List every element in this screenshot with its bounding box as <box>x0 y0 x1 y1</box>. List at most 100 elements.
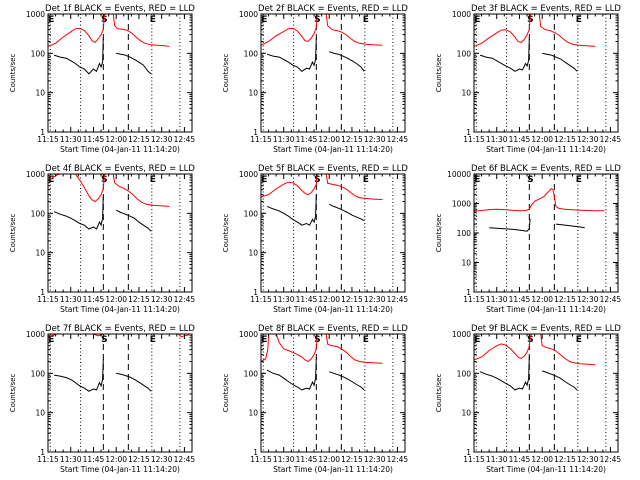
y-axis-label: Counts/sec <box>435 54 443 93</box>
marker-label: E <box>474 175 480 185</box>
x-tick-label: 12:00 <box>531 135 553 144</box>
series-group <box>474 187 605 232</box>
x-tick-label: 11:30 <box>273 295 295 304</box>
y-tick-label: 10 <box>248 249 258 258</box>
marker-label: S <box>101 335 107 345</box>
x-tick-label: 12:30 <box>577 135 599 144</box>
x-axis-label: Start Time (04-Jan-11 11:14:20) <box>60 145 180 154</box>
marker-label: E <box>48 15 54 25</box>
marker-label: E <box>261 175 267 185</box>
series-events-line <box>53 37 104 75</box>
y-tick-label: 10 <box>461 89 471 98</box>
series-events-line <box>116 372 152 392</box>
marker-label: E <box>576 335 582 345</box>
x-tick-label: 12:00 <box>531 295 553 304</box>
chart-title: Det 6f BLACK = Events, RED = LLD <box>471 164 621 174</box>
x-tick-label: 11:30 <box>486 295 508 304</box>
plot-frame <box>260 333 406 453</box>
y-tick-label: 1000 <box>452 330 471 339</box>
marker-label: E <box>474 335 480 345</box>
x-tick-label: 11:45 <box>296 135 318 144</box>
marker-label: S <box>314 175 320 185</box>
y-tick-label: 1000 <box>452 10 471 19</box>
x-tick-label: 12:00 <box>318 295 340 304</box>
y-tick-label: 1000 <box>239 330 258 339</box>
x-axis-label: Start Time (04-Jan-11 11:14:20) <box>273 305 393 314</box>
series-lld-line <box>538 14 596 47</box>
x-tick-label: 12:15 <box>554 455 576 464</box>
x-tick-label: 11:45 <box>83 135 105 144</box>
marker-label: E <box>48 335 54 345</box>
x-axis-label: Start Time (04-Jan-11 11:14:20) <box>486 145 606 154</box>
series-events-line <box>479 38 530 72</box>
series-events-line <box>54 359 104 392</box>
y-tick-label: 1000 <box>239 170 258 179</box>
x-tick-label: 11:45 <box>296 295 318 304</box>
x-tick-label: 11:15 <box>463 295 485 304</box>
y-tick-label: 1000 <box>26 10 45 19</box>
x-tick-label: 12:15 <box>554 135 576 144</box>
y-tick-label: 100 <box>31 369 46 378</box>
y-tick-label: 100 <box>457 229 472 238</box>
x-tick-label: 12:15 <box>341 455 363 464</box>
series-lld-line <box>112 14 170 47</box>
series-lld-line <box>474 187 605 212</box>
chart-title: Det 3f BLACK = Events, RED = LLD <box>471 4 621 14</box>
y-axis-label: Counts/sec <box>9 374 17 413</box>
y-tick-label: 1 <box>466 288 471 297</box>
marker-label: E <box>150 15 156 25</box>
x-tick-label: 11:30 <box>60 455 82 464</box>
plot-frame <box>473 333 619 453</box>
x-tick-label: 12:45 <box>600 455 622 464</box>
chart-title: Det 1f BLACK = Events, RED = LLD <box>45 4 195 14</box>
x-tick-label: 11:30 <box>60 295 82 304</box>
series-group <box>261 14 383 72</box>
x-tick-label: 12:30 <box>577 455 599 464</box>
y-tick-label: 100 <box>31 49 46 58</box>
x-tick-label: 12:45 <box>174 135 196 144</box>
plot-frame <box>47 173 193 293</box>
marker-label: S <box>527 175 533 185</box>
marker-label: E <box>363 175 369 185</box>
series-lld-line <box>261 14 319 46</box>
x-tick-label: 11:30 <box>273 455 295 464</box>
series-events-line <box>116 52 152 75</box>
y-axis-label: Counts/sec <box>435 214 443 253</box>
y-tick-label: 1 <box>253 288 258 297</box>
x-tick-label: 11:45 <box>509 295 531 304</box>
series-group <box>474 14 596 72</box>
series-lld-line <box>261 174 319 198</box>
series-lld-line <box>275 334 319 363</box>
chart-title: Det 7f BLACK = Events, RED = LLD <box>45 324 195 334</box>
y-tick-label: 10 <box>461 409 471 418</box>
x-tick-label: 11:15 <box>37 295 59 304</box>
marker-label: E <box>261 15 267 25</box>
series-events-line <box>266 194 317 226</box>
y-tick-label: 1000 <box>26 170 45 179</box>
series-events-line <box>53 195 104 230</box>
series-group <box>261 174 383 226</box>
x-tick-label: 12:30 <box>364 295 386 304</box>
y-tick-label: 1 <box>253 128 258 137</box>
series-group <box>474 334 596 391</box>
x-tick-label: 12:00 <box>105 455 127 464</box>
x-tick-label: 12:30 <box>151 455 173 464</box>
series-lld-line <box>325 14 383 46</box>
plot-frame <box>260 173 406 293</box>
y-tick-label: 100 <box>244 369 259 378</box>
x-tick-label: 12:45 <box>387 455 409 464</box>
y-tick-label: 1 <box>466 448 471 457</box>
x-tick-label: 12:30 <box>577 295 599 304</box>
y-axis-label: Counts/sec <box>222 54 230 93</box>
y-tick-label: 10 <box>461 259 471 268</box>
x-tick-label: 12:45 <box>174 455 196 464</box>
y-axis-label: Counts/sec <box>222 374 230 413</box>
series-events-line <box>328 203 365 222</box>
series-lld-line <box>48 14 106 47</box>
y-axis-label: Counts/sec <box>9 214 17 253</box>
y-tick-label: 1 <box>253 448 258 457</box>
